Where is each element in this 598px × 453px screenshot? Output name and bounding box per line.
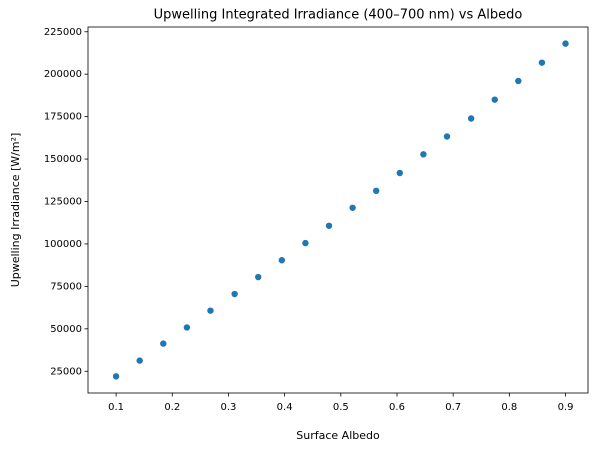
x-tick-label: 0.5	[333, 402, 349, 413]
y-tick-label: 25000	[50, 366, 82, 377]
point	[491, 96, 498, 103]
y-tick-label: 150000	[44, 154, 82, 165]
point	[396, 169, 403, 177]
x-tick-label: 0.4	[277, 402, 293, 413]
y-tick-label: 225000	[44, 27, 82, 38]
y-tick-label: 175000	[44, 112, 82, 123]
y-tick-label: 75000	[50, 281, 82, 292]
point	[302, 239, 309, 247]
point	[160, 340, 167, 347]
point	[231, 290, 238, 298]
point	[538, 59, 546, 66]
x-tick-label: 0.3	[220, 402, 236, 413]
point	[420, 151, 427, 158]
point	[349, 204, 356, 211]
point	[112, 373, 120, 380]
x-tick-label: 0.2	[164, 402, 180, 413]
point	[467, 115, 475, 122]
y-axis-label: Upwelling Irradiance [W/m²]	[9, 133, 22, 288]
point	[373, 187, 380, 195]
y-tick-label: 50000	[50, 324, 82, 335]
point	[443, 133, 451, 140]
x-tick-label: 0.9	[558, 402, 574, 413]
point	[136, 357, 143, 364]
point	[515, 77, 522, 85]
x-tick-label: 0.6	[389, 402, 405, 413]
y-tick-label: 125000	[44, 197, 82, 208]
point	[183, 324, 191, 331]
x-tick-label: 0.7	[445, 402, 461, 413]
y-tick-label: 100000	[44, 239, 82, 250]
point	[278, 257, 286, 264]
y-tick-label: 200000	[44, 69, 82, 80]
point	[562, 40, 569, 47]
x-axis-label: Surface Albedo	[296, 429, 380, 442]
point	[325, 222, 333, 229]
point	[207, 307, 214, 314]
plot-frame	[87, 26, 589, 394]
chart-title: Upwelling Integrated Irradiance (400–700…	[154, 8, 523, 23]
point	[255, 273, 262, 281]
x-tick-label: 0.1	[108, 402, 124, 413]
x-tick-label: 0.8	[501, 402, 517, 413]
